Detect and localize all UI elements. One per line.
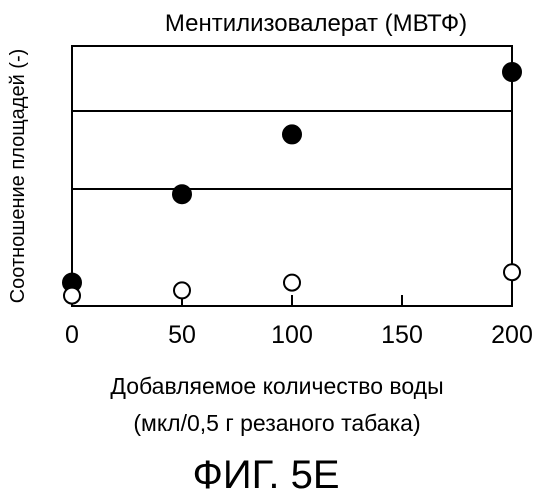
- open-data-point: [284, 275, 300, 291]
- open-data-point: [174, 282, 190, 298]
- filled-data-point: [283, 125, 301, 143]
- x-axis-label-line2: (мкл/0,5 г резаного табака): [133, 410, 420, 436]
- plot-area: [72, 46, 512, 306]
- x-axis-tick-labels: 0 50 100 150 200: [65, 321, 533, 349]
- figure-caption: ФИГ. 5E: [192, 453, 339, 497]
- data-markers: [63, 63, 521, 304]
- filled-data-point: [503, 63, 521, 81]
- x-tick-label: 100: [271, 321, 313, 349]
- plot-gridlines: [72, 111, 512, 189]
- x-axis-label-line1: Добавляемое количество воды: [110, 373, 443, 399]
- x-axis-ticks: [72, 295, 512, 306]
- open-data-point: [64, 288, 80, 304]
- chart-title: Ментилизовалерат (МВТФ): [165, 10, 467, 37]
- x-tick-label: 50: [168, 321, 196, 349]
- open-data-point: [504, 264, 520, 280]
- y-axis-label: Соотношение площадей (-): [7, 49, 29, 304]
- x-tick-label: 200: [491, 321, 533, 349]
- filled-data-point: [173, 185, 191, 203]
- x-tick-label: 150: [381, 321, 423, 349]
- x-tick-label: 0: [65, 321, 79, 349]
